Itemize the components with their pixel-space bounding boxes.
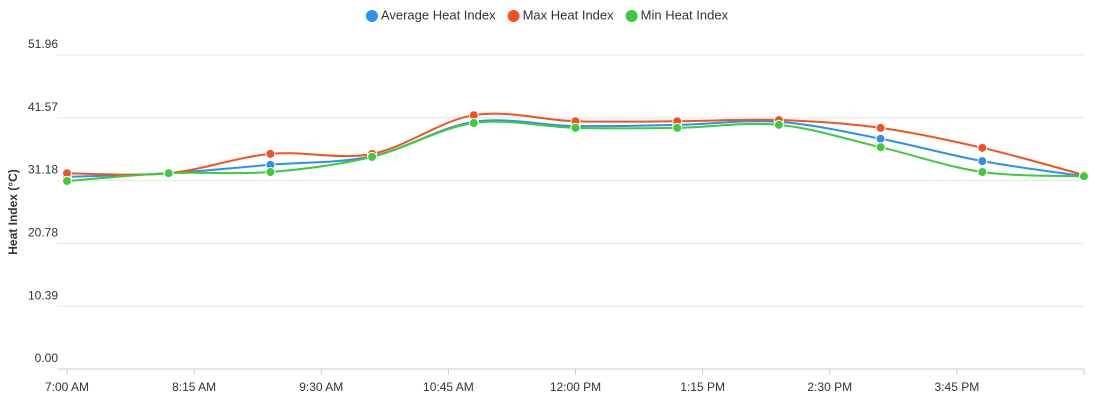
- legend-marker: [365, 10, 378, 22]
- x-tick-label: 7:00 AM: [45, 380, 89, 394]
- data-point: [875, 142, 886, 153]
- data-point: [468, 118, 479, 129]
- legend-label: Average Heat Index: [381, 7, 496, 22]
- data-point: [163, 168, 174, 179]
- data-point: [62, 176, 72, 187]
- legend-marker: [507, 10, 520, 22]
- x-tick-label: 1:15 PM: [680, 380, 725, 394]
- data-point: [1079, 171, 1089, 182]
- x-tick-label: 9:30 AM: [299, 380, 343, 394]
- data-point: [977, 142, 988, 153]
- legend-marker: [625, 10, 638, 22]
- data-point: [265, 166, 276, 177]
- y-tick-label: 31.18: [28, 163, 58, 177]
- y-tick-label: 10.39: [28, 288, 58, 302]
- data-point: [773, 119, 784, 130]
- data-point: [977, 166, 988, 177]
- legend-label: Max Heat Index: [523, 7, 615, 22]
- legend: Average Heat Index Max Heat Index Min Heat…: [365, 7, 729, 22]
- data-point: [875, 133, 886, 144]
- x-tick-label: 3:45 PM: [935, 380, 980, 394]
- y-tick-label: 0.00: [35, 351, 59, 365]
- legend-label: Min Heat Index: [641, 7, 729, 22]
- data-point: [672, 122, 683, 133]
- y-tick-label: 41.57: [28, 100, 58, 114]
- y-tick-label: 20.78: [28, 226, 58, 240]
- data-point: [875, 122, 886, 133]
- x-tick-label: 10:45 AM: [423, 380, 474, 394]
- x-tick-label: 12:00 PM: [550, 380, 601, 394]
- data-point: [977, 156, 988, 167]
- x-tick-label: 8:15 AM: [172, 380, 216, 394]
- data-point: [265, 148, 276, 159]
- x-tick-label: 2:30 PM: [807, 380, 852, 394]
- y-tick-label: 51.96: [28, 37, 58, 51]
- data-point: [570, 122, 581, 133]
- y-axis-label: Heat Index (°C): [6, 169, 20, 254]
- data-point: [367, 151, 378, 162]
